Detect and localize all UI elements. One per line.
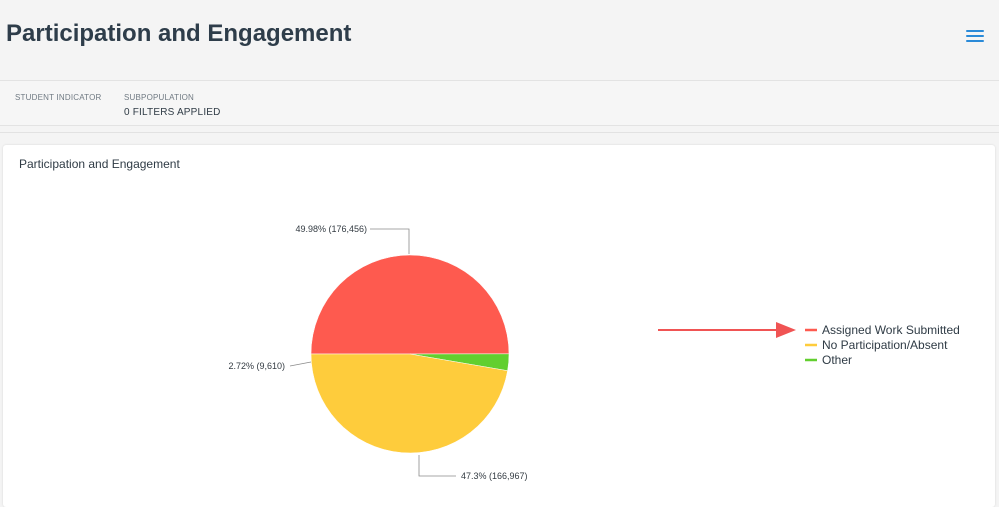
page-title: Participation and Engagement bbox=[6, 20, 352, 47]
page-header: Participation and Engagement bbox=[0, 0, 999, 81]
annotation-arrow-head bbox=[776, 322, 796, 338]
slice-data-label: 47.3% (166,967) bbox=[461, 471, 528, 481]
filter-bar: STUDENT INDICATOR SUBPOPULATION 0 FILTER… bbox=[0, 81, 999, 126]
subpopulation-filter[interactable]: SUBPOPULATION 0 FILTERS APPLIED bbox=[124, 93, 221, 118]
legend-item-assigned-work-submitted[interactable]: Assigned Work Submitted bbox=[822, 323, 960, 337]
chart-card-title: Participation and Engagement bbox=[19, 157, 180, 171]
slice-data-label: 2.72% (9,610) bbox=[228, 361, 285, 371]
slice-label-connector bbox=[418, 455, 456, 477]
student-indicator-filter[interactable]: STUDENT INDICATOR bbox=[15, 93, 102, 102]
student-indicator-label: STUDENT INDICATOR bbox=[15, 93, 102, 102]
slice-data-label: 49.98% (176,456) bbox=[295, 224, 367, 234]
section-divider bbox=[0, 132, 999, 133]
subpopulation-label: SUBPOPULATION bbox=[124, 93, 195, 102]
legend-item-no-participation-absent[interactable]: No Participation/Absent bbox=[822, 338, 948, 352]
subpopulation-value: 0 FILTERS APPLIED bbox=[124, 107, 221, 118]
pie-slice-assigned-work-submitted[interactable] bbox=[310, 254, 510, 355]
hamburger-menu-icon[interactable] bbox=[966, 28, 986, 44]
pie-slice-no-participation-absent[interactable] bbox=[310, 353, 508, 454]
legend-item-other[interactable]: Other bbox=[822, 353, 852, 367]
slice-label-connector bbox=[370, 228, 410, 254]
slice-label-connector bbox=[289, 361, 312, 367]
